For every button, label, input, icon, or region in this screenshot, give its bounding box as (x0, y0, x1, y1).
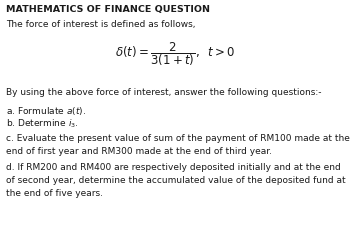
Text: The force of interest is defined as follows,: The force of interest is defined as foll… (6, 20, 196, 29)
Text: d. If RM200 and RM400 are respectively deposited initially and at the end: d. If RM200 and RM400 are respectively d… (6, 163, 341, 172)
Text: of second year, determine the accumulated value of the deposited fund at: of second year, determine the accumulate… (6, 176, 346, 185)
Text: the end of five years.: the end of five years. (6, 189, 103, 198)
Text: c. Evaluate the present value of sum of the payment of RM100 made at the: c. Evaluate the present value of sum of … (6, 134, 350, 143)
Text: By using the above force of interest, answer the following questions:-: By using the above force of interest, an… (6, 88, 322, 97)
Text: MATHEMATICS OF FINANCE QUESTION: MATHEMATICS OF FINANCE QUESTION (6, 5, 210, 14)
Text: a. Formulate $a(t)$.: a. Formulate $a(t)$. (6, 105, 86, 117)
Text: end of first year and RM300 made at the end of third year.: end of first year and RM300 made at the … (6, 147, 272, 156)
Text: b. Determine $i_3$.: b. Determine $i_3$. (6, 118, 79, 130)
Text: $\delta(t) = \dfrac{2}{3(1+t)},\;\; t > 0$: $\delta(t) = \dfrac{2}{3(1+t)},\;\; t > … (115, 40, 235, 68)
